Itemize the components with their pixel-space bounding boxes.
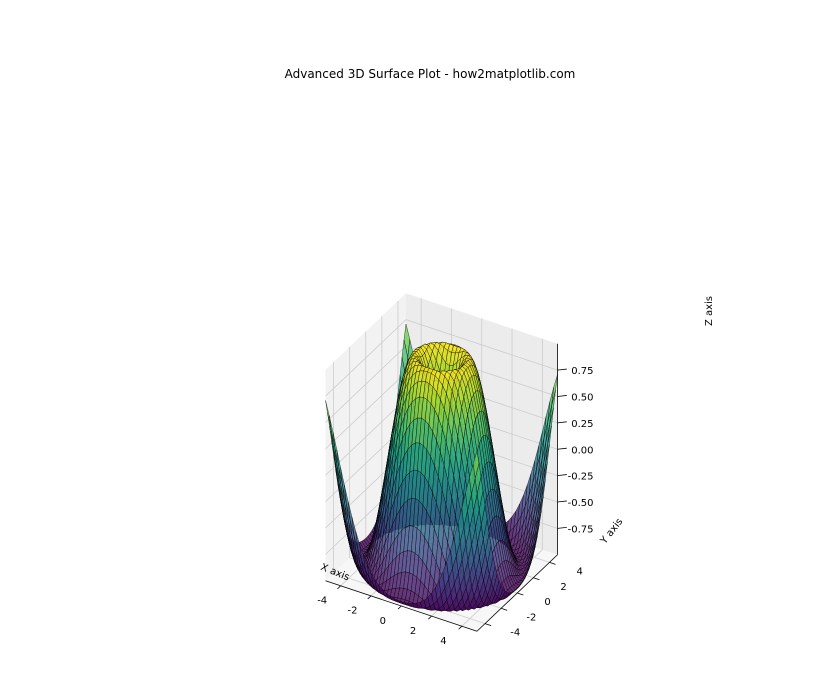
x-tick-mark: [337, 585, 341, 590]
surface-facet: [473, 450, 480, 479]
y-tick-label: -2: [526, 612, 536, 623]
z-tick-label: 0.75: [571, 366, 593, 377]
y-tick-label: -4: [510, 628, 520, 639]
z-tick-label: -0.75: [568, 524, 594, 535]
z-tick-label: -0.25: [568, 472, 594, 483]
z-tick-label: 0.50: [571, 393, 593, 404]
z-tick-label: -0.50: [568, 498, 594, 509]
y-axis-label: Y axis: [598, 517, 625, 548]
axis-lines: [325, 343, 567, 632]
y-tick-mark: [533, 577, 540, 581]
tick-labels: -4-2024-4-2024-0.75-0.50-0.250.000.250.5…: [317, 366, 593, 647]
x-tick-label: -4: [317, 596, 327, 607]
y-tick-mark: [549, 562, 556, 565]
y-tick-mark: [517, 592, 524, 596]
x-tick-label: 2: [410, 626, 416, 637]
x-tick-mark: [397, 605, 402, 610]
x-tick-label: 4: [440, 636, 446, 647]
z-tick-mark: [557, 368, 567, 371]
chart-title: Advanced 3D Surface Plot - how2matplotli…: [285, 67, 576, 81]
back-gridline-z: [405, 319, 558, 371]
y-tick-label: 4: [577, 567, 583, 578]
z-tick-mark: [557, 395, 567, 397]
x-tick-mark: [458, 625, 463, 630]
x-tick-mark: [367, 595, 372, 600]
x-tick-label: -2: [348, 606, 358, 617]
y-tick-mark: [501, 607, 508, 611]
y-tick-mark: [484, 623, 492, 626]
side-gridline-z: [325, 372, 407, 450]
z-tick-label: 0.25: [571, 419, 593, 430]
y-tick-label: 0: [544, 597, 550, 608]
y-tick-label: 2: [560, 582, 566, 593]
z-tick-mark: [557, 526, 567, 529]
surface-mesh: [325, 323, 558, 612]
z-tick-mark: [557, 474, 567, 477]
x-tick-label: 0: [380, 616, 386, 627]
z-axis-label: Z axis: [704, 296, 715, 326]
x-tick-mark: [428, 615, 432, 620]
z-tick-label: 0.00: [571, 445, 593, 456]
z-tick-mark: [557, 421, 567, 424]
z-tick-mark: [557, 500, 567, 503]
z-tick-mark: [557, 447, 567, 450]
side-gridline-z: [325, 345, 407, 423]
side-gridline-z: [325, 319, 407, 397]
